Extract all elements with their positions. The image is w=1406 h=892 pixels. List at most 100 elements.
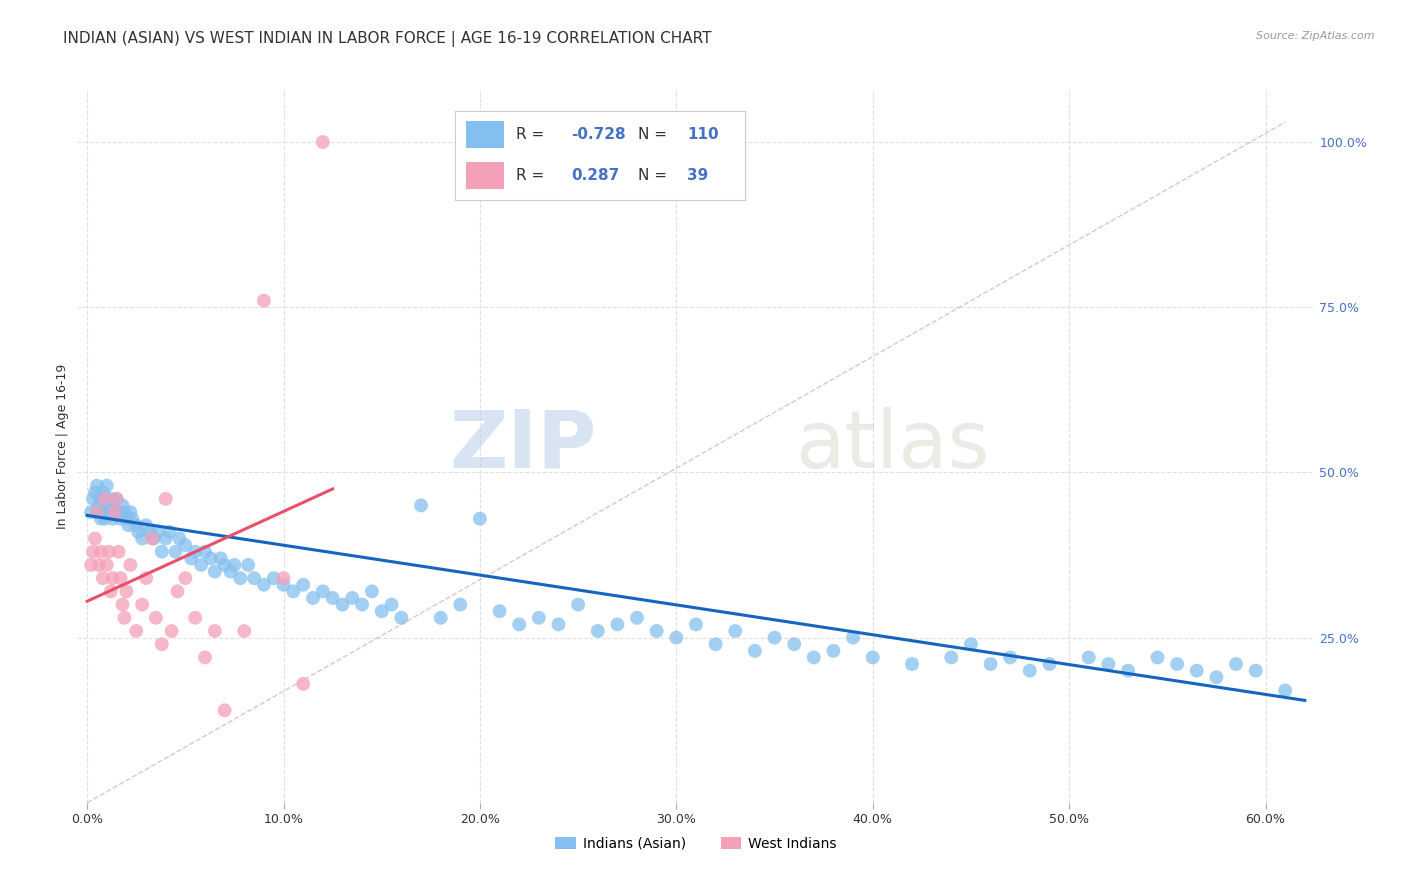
- Point: [332, 598, 354, 612]
- Point: [131, 598, 153, 612]
- Point: [80, 558, 103, 572]
- Point: [87, 499, 110, 513]
- Point: [224, 558, 246, 572]
- Point: [449, 598, 471, 612]
- Point: [84, 532, 107, 546]
- Point: [527, 611, 550, 625]
- Point: [194, 545, 217, 559]
- Point: [104, 505, 127, 519]
- Point: [105, 491, 128, 506]
- Point: [273, 571, 295, 585]
- Point: [229, 571, 252, 585]
- Point: [146, 524, 169, 539]
- Text: Source: ZipAtlas.com: Source: ZipAtlas.com: [1257, 31, 1375, 41]
- Text: ZIP: ZIP: [450, 407, 598, 485]
- Point: [190, 558, 212, 572]
- Point: [131, 532, 153, 546]
- Point: [1146, 650, 1168, 665]
- Point: [1166, 657, 1188, 671]
- Point: [86, 478, 108, 492]
- Point: [97, 505, 120, 519]
- Point: [292, 677, 315, 691]
- Point: [263, 571, 285, 585]
- Point: [100, 584, 122, 599]
- Point: [1077, 650, 1099, 665]
- Y-axis label: In Labor Force | Age 16-19: In Labor Force | Age 16-19: [56, 363, 69, 529]
- Point: [389, 611, 412, 625]
- Point: [155, 532, 177, 546]
- Point: [243, 571, 266, 585]
- Point: [209, 551, 232, 566]
- Point: [94, 511, 117, 525]
- Point: [90, 511, 112, 525]
- Point: [238, 558, 260, 572]
- Point: [409, 499, 432, 513]
- Point: [724, 624, 747, 638]
- Point: [96, 478, 118, 492]
- Point: [361, 584, 384, 599]
- Point: [101, 511, 124, 525]
- Point: [142, 532, 165, 546]
- Point: [862, 650, 884, 665]
- Point: [114, 505, 136, 519]
- Point: [135, 518, 157, 533]
- Point: [219, 565, 242, 579]
- Point: [980, 657, 1002, 671]
- Point: [174, 538, 197, 552]
- Point: [842, 631, 865, 645]
- Text: atlas: atlas: [794, 407, 990, 485]
- Point: [342, 591, 364, 605]
- Point: [82, 491, 104, 506]
- Point: [145, 611, 167, 625]
- Point: [1205, 670, 1227, 684]
- Point: [160, 624, 183, 638]
- Point: [139, 524, 162, 539]
- Point: [169, 532, 191, 546]
- Point: [114, 611, 136, 625]
- Point: [150, 637, 173, 651]
- Point: [253, 578, 276, 592]
- Point: [204, 624, 226, 638]
- Point: [744, 644, 766, 658]
- Point: [273, 578, 295, 592]
- Point: [253, 293, 276, 308]
- Point: [194, 650, 217, 665]
- Point: [115, 584, 138, 599]
- Point: [803, 650, 825, 665]
- Point: [547, 617, 569, 632]
- Point: [488, 604, 510, 618]
- Point: [117, 518, 139, 533]
- Point: [1185, 664, 1208, 678]
- Point: [763, 631, 786, 645]
- Point: [1097, 657, 1119, 671]
- Point: [96, 499, 118, 513]
- Point: [302, 591, 325, 605]
- Point: [121, 511, 143, 525]
- Point: [141, 532, 163, 546]
- Point: [120, 558, 142, 572]
- Point: [233, 624, 256, 638]
- Point: [90, 545, 112, 559]
- Point: [312, 135, 335, 149]
- Text: INDIAN (ASIAN) VS WEST INDIAN IN LABOR FORCE | AGE 16-19 CORRELATION CHART: INDIAN (ASIAN) VS WEST INDIAN IN LABOR F…: [63, 31, 711, 47]
- Point: [1018, 664, 1040, 678]
- Point: [468, 511, 491, 525]
- Point: [174, 571, 197, 585]
- Point: [567, 598, 589, 612]
- Point: [322, 591, 344, 605]
- Point: [120, 505, 142, 519]
- Point: [107, 545, 129, 559]
- Point: [166, 584, 188, 599]
- Point: [508, 617, 530, 632]
- Point: [97, 545, 120, 559]
- Point: [135, 571, 157, 585]
- Point: [283, 584, 305, 599]
- Point: [115, 511, 138, 525]
- Point: [1244, 664, 1267, 678]
- Point: [292, 578, 315, 592]
- Point: [82, 545, 104, 559]
- Point: [1274, 683, 1296, 698]
- Point: [998, 650, 1021, 665]
- Point: [626, 611, 648, 625]
- Point: [1116, 664, 1139, 678]
